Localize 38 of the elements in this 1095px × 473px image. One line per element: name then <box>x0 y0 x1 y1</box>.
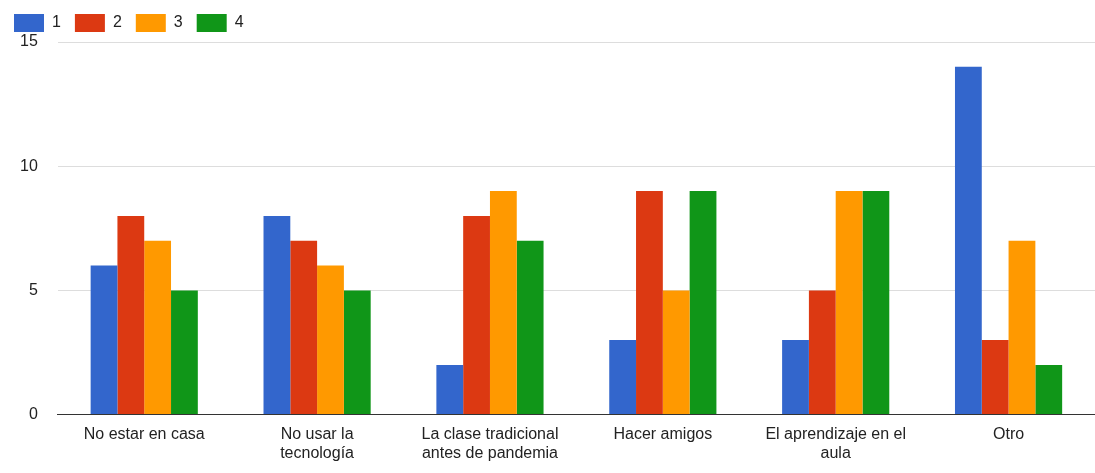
bar <box>263 215 291 415</box>
bar <box>636 191 663 415</box>
y-tick-label: 5 <box>28 280 38 298</box>
bar <box>1035 364 1063 415</box>
bar <box>782 340 809 415</box>
bar <box>436 364 464 415</box>
legend-label: 1 <box>52 13 61 31</box>
y-tick-label: 15 <box>20 32 38 50</box>
x-tick-label: No estar en casa <box>83 424 205 442</box>
bar <box>90 265 118 415</box>
bar <box>317 265 344 415</box>
legend-label: 2 <box>112 13 122 31</box>
bar <box>609 340 637 415</box>
x-tick-label: Hacer amigos <box>613 424 713 442</box>
bar <box>981 340 1009 415</box>
y-tick-label: 0 <box>28 405 38 423</box>
bar <box>290 240 318 415</box>
bar <box>489 191 517 415</box>
x-tick-label: Otro <box>993 424 1025 442</box>
bar <box>516 240 544 415</box>
bar <box>689 191 717 415</box>
bar <box>954 66 982 415</box>
y-tick-label: 10 <box>20 156 38 174</box>
bar <box>117 215 145 415</box>
bar <box>343 290 371 415</box>
bar <box>1008 240 1036 415</box>
bar <box>171 290 198 415</box>
bar <box>808 290 836 415</box>
x-tick-label: La clase tradicional antes de pandemia <box>421 424 559 461</box>
bar <box>463 215 490 415</box>
legend-label: 3 <box>173 13 183 31</box>
bar <box>144 240 172 415</box>
legend-label: 4 <box>234 13 244 31</box>
x-tick-label: No usar la tecnología <box>280 424 355 461</box>
bar <box>662 290 690 415</box>
bar <box>862 191 890 415</box>
bar <box>835 191 863 415</box>
x-tick-label: El aprendizaje en el aula <box>765 424 906 461</box>
